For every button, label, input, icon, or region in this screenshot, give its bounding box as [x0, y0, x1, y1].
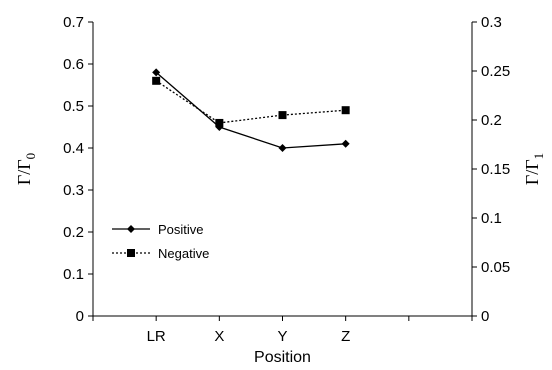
- left-y-tick-label: 0.7: [63, 14, 84, 31]
- left-y-axis-title-main: Γ/Γ: [14, 159, 34, 185]
- x-tick-label: Y: [277, 328, 287, 345]
- plot-area: [92, 22, 473, 317]
- data-point-negative: [278, 111, 287, 120]
- legend-negative-label: Negative: [158, 246, 209, 261]
- left-y-tick-label: 0: [76, 308, 84, 325]
- data-point-positive: [152, 68, 161, 77]
- right-y-tick-label: 0.25: [481, 63, 510, 80]
- right-y-tick-label: 0.1: [481, 210, 502, 227]
- right-y-tick-label: 0.15: [481, 161, 510, 178]
- data-point-negative: [215, 118, 224, 127]
- right-y-axis-title-sub: 1: [531, 153, 546, 160]
- legend-positive-label: Positive: [158, 222, 204, 237]
- left-y-axis-title: Γ/Γ0: [14, 153, 38, 185]
- right-y-tick-label: 0.2: [481, 112, 502, 129]
- left-y-ticks: 0 0.1 0.2 0.3 0.4 0.5 0.6 0.7: [63, 14, 93, 325]
- right-y-tick-label: 0: [481, 308, 489, 325]
- right-y-axis-title-main: Γ/Γ: [522, 159, 542, 185]
- left-y-tick-label: 0.1: [63, 266, 84, 283]
- legend-positive-marker: [127, 225, 135, 233]
- right-y-tick-label: 0.3: [481, 14, 502, 31]
- legend-item-positive: Positive: [112, 222, 204, 237]
- left-y-tick-label: 0.2: [63, 224, 84, 241]
- series-line-positive: [155, 71, 346, 149]
- left-y-axis-title-sub: 0: [23, 153, 38, 160]
- x-tick-label: X: [214, 328, 224, 345]
- legend: Positive Negative: [112, 222, 209, 261]
- legend-item-negative: Negative: [112, 246, 209, 261]
- legend-negative-marker: [127, 249, 135, 257]
- data-point-positive: [278, 144, 287, 152]
- x-ticks: LR X Y Z: [92, 316, 473, 345]
- left-y-tick-label: 0.4: [63, 140, 84, 157]
- x-tick-label: Z: [341, 328, 350, 345]
- data-point-negative: [152, 76, 161, 85]
- left-y-tick-label: 0.5: [63, 98, 84, 115]
- right-y-axis-title: Γ/Γ1: [522, 153, 546, 185]
- left-y-tick-label: 0.3: [63, 182, 84, 199]
- left-y-tick-label: 0.6: [63, 56, 84, 73]
- data-point-negative: [341, 106, 350, 115]
- right-y-ticks: 0 0.05 0.1 0.15 0.2 0.25 0.3: [472, 14, 510, 325]
- series-line-negative: [155, 80, 346, 124]
- data-point-positive: [341, 139, 350, 148]
- x-axis-title: Position: [254, 349, 311, 366]
- right-y-tick-label: 0.05: [481, 259, 510, 276]
- series-layer: [152, 68, 350, 152]
- x-tick-label: LR: [147, 328, 166, 345]
